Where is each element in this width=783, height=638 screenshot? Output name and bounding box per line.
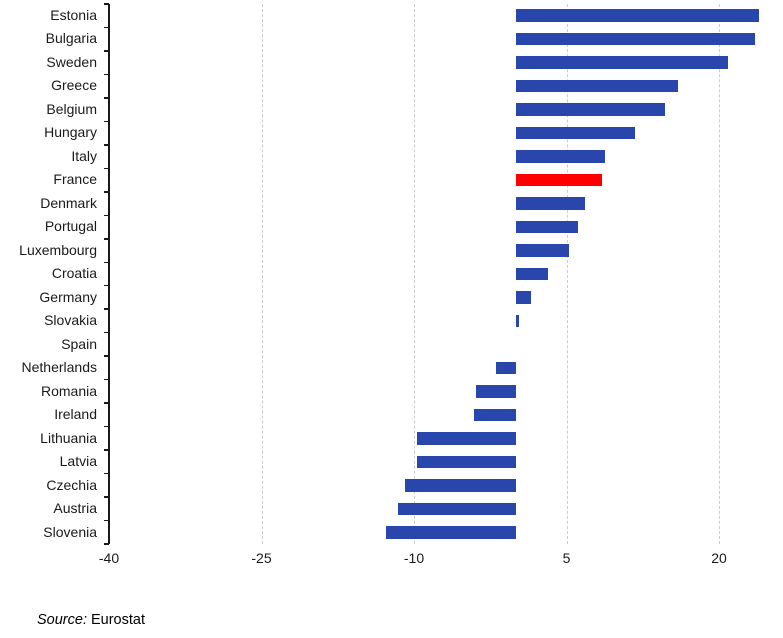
y-axis-tick [103, 449, 109, 451]
bar-slovenia [385, 526, 516, 539]
y-label-france: France [53, 171, 97, 188]
bar-netherlands [496, 361, 516, 375]
y-label-sweden: Sweden [46, 53, 97, 70]
bar-italy [515, 150, 606, 163]
y-axis-tick [103, 120, 109, 123]
bar-luxembourg [515, 244, 569, 257]
y-axis-tick [103, 73, 109, 76]
y-axis-tick [103, 26, 109, 29]
y-axis-tick [103, 472, 109, 475]
gridline--10 [414, 4, 415, 544]
y-axis-tick [103, 308, 109, 310]
y-label-germany: Germany [39, 288, 97, 305]
bar-ireland [473, 408, 516, 422]
y-label-slovenia: Slovenia [43, 523, 97, 540]
bar-lithuania [417, 432, 516, 445]
x-tick-label-20: 20 [711, 550, 727, 566]
y-label-estonia: Estonia [50, 7, 97, 23]
y-label-slovakia: Slovakia [44, 312, 97, 329]
y-axis-tick [103, 214, 109, 217]
y-axis-tick [103, 97, 109, 99]
bar-austria [397, 502, 516, 516]
y-axis-tick [103, 50, 109, 52]
y-label-hungary: Hungary [44, 124, 97, 141]
bar-estonia [515, 9, 759, 22]
y-label-greece: Greece [51, 77, 97, 94]
y-label-spain: Spain [61, 335, 97, 352]
y-axis-tick [103, 191, 109, 193]
y-axis-tick [103, 238, 109, 240]
bar-croatia [515, 267, 549, 281]
y-axis-tick [103, 331, 109, 334]
bar-latvia [417, 455, 516, 469]
y-label-luxembourg: Luxembourg [19, 241, 97, 258]
y-label-denmark: Denmark [40, 194, 97, 211]
y-axis-tick [103, 284, 109, 287]
y-axis-line [108, 4, 110, 544]
gridline-20 [719, 4, 721, 544]
y-label-italy: Italy [71, 147, 97, 164]
y-axis-tick [103, 543, 109, 545]
x-tick-label--25: -25 [251, 550, 272, 566]
y-label-croatia: Croatia [51, 265, 97, 282]
y-label-portugal: Portugal [44, 218, 97, 235]
bar-hungary [515, 126, 635, 140]
bar-portugal [515, 220, 578, 234]
y-axis-tick [103, 519, 109, 522]
y-axis-tick [103, 144, 109, 146]
bar-denmark [515, 197, 585, 210]
bar-romania [476, 385, 516, 398]
y-label-belgium: Belgium [46, 100, 97, 117]
y-axis-tick [103, 378, 109, 381]
bar-bulgaria [515, 32, 755, 46]
y-axis-tick [103, 425, 109, 428]
source-note: Source: Eurostat [37, 612, 145, 628]
bar-belgium [515, 103, 666, 116]
y-axis-tick [103, 355, 109, 357]
y-label-latvia: Latvia [59, 453, 97, 470]
gridline--25 [261, 4, 263, 544]
y-label-czechia: Czechia [46, 476, 97, 493]
y-axis-tick [103, 402, 109, 404]
x-tick-label--10: -10 [403, 550, 425, 566]
y-label-ireland: Ireland [54, 406, 97, 423]
x-tick-label-5: 5 [562, 550, 571, 566]
y-label-netherlands: Netherlands [21, 359, 98, 376]
bar-czechia [404, 479, 516, 492]
y-axis-tick [103, 3, 109, 5]
bar-france [515, 173, 603, 187]
y-label-romania: Romania [40, 382, 97, 399]
gridline-5 [566, 4, 568, 544]
source-label: Source: [37, 612, 87, 628]
y-axis-tick [103, 261, 109, 263]
bar-slovakia [515, 314, 519, 328]
y-axis-tick [103, 496, 109, 498]
bar-germany [515, 291, 531, 304]
y-label-lithuania: Lithuania [40, 429, 97, 446]
y-label-austria: Austria [53, 500, 97, 517]
y-axis-tick [103, 167, 109, 170]
bar-greece [515, 79, 679, 93]
source-value: Eurostat [90, 612, 145, 628]
x-tick-label--40: -40 [98, 550, 120, 566]
bar-sweden [515, 56, 729, 69]
y-label-bulgaria: Bulgaria [45, 30, 97, 47]
